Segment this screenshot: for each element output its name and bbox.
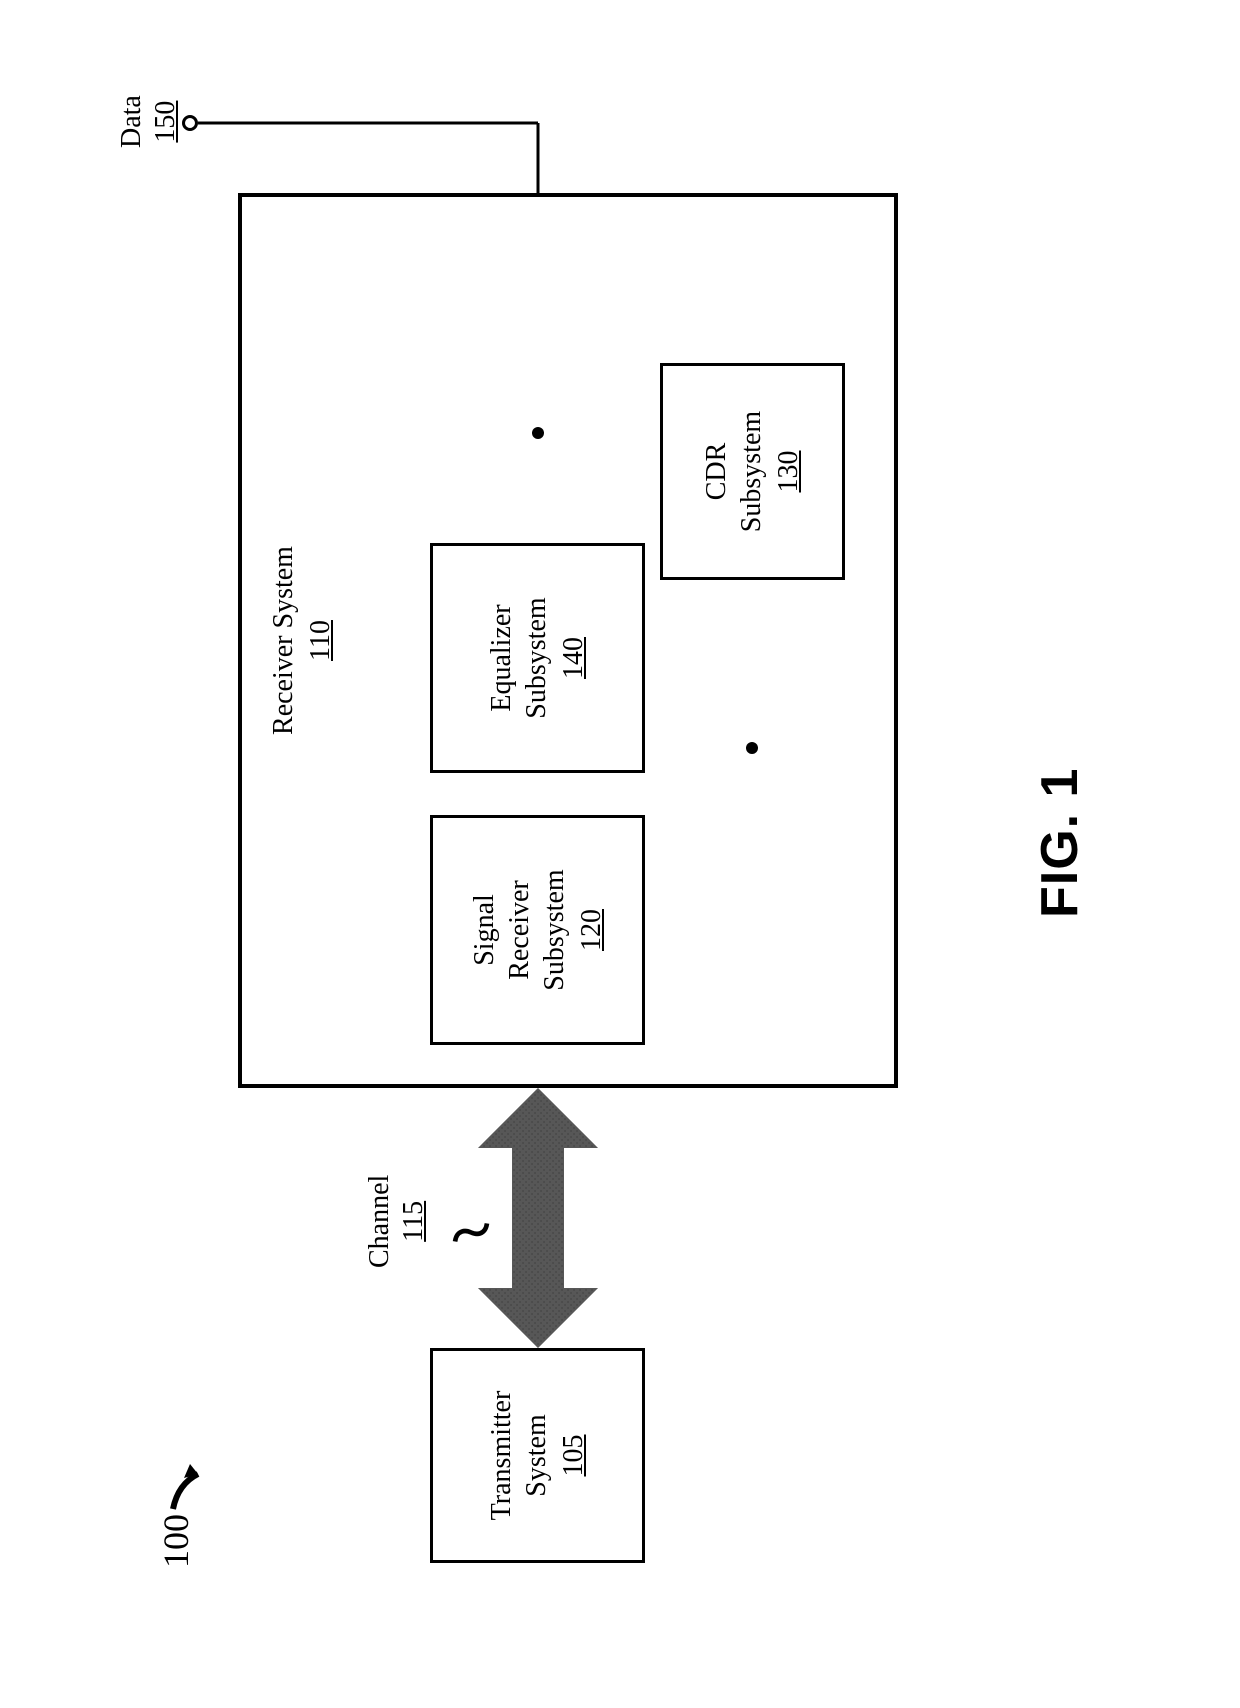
figure-title: FIG. 1 — [1030, 768, 1090, 918]
srs-label-1: Signal — [467, 894, 502, 966]
cdr-label-1: CDR — [699, 443, 734, 501]
srs-label-2: Receiver — [502, 880, 537, 980]
equalizer-subsystem-block: Equalizer Subsystem 140 — [430, 543, 645, 773]
receiver-num: 110 — [303, 620, 338, 661]
channel-double-arrow — [478, 1088, 598, 1348]
cdr-label-2: Subsystem — [734, 411, 769, 532]
signal-receiver-subsystem-block: Signal Receiver Subsystem 120 — [430, 815, 645, 1045]
equalizer-num: 140 — [556, 637, 591, 679]
junction-node-icon — [532, 427, 544, 439]
figure-ref-arrow-icon — [168, 1454, 218, 1514]
output-num: 150 — [149, 95, 183, 148]
equalizer-label-1: Equalizer — [484, 604, 519, 711]
channel-label: Channel 115 — [363, 1175, 430, 1268]
figure-ref-value: 100 — [156, 1514, 196, 1568]
cdr-subsystem-block: CDR Subsystem 130 — [660, 363, 845, 580]
output-label: Data 150 — [115, 95, 182, 148]
equalizer-label-2: Subsystem — [519, 597, 554, 718]
output-label-text: Data — [115, 95, 149, 148]
cdr-num: 130 — [771, 451, 806, 493]
diagram-rotated-wrapper: 100 Transmitter System 105 — [0, 234, 1240, 1474]
transmitter-block: Transmitter System 105 — [430, 1348, 645, 1563]
diagram-canvas: 100 Transmitter System 105 — [0, 0, 1240, 1708]
junction-node-icon — [746, 742, 758, 754]
transmitter-label-2: System — [519, 1414, 554, 1496]
channel-leader-icon: 〜 — [440, 1195, 500, 1267]
transmitter-num: 105 — [556, 1435, 591, 1477]
channel-num: 115 — [397, 1175, 431, 1268]
output-terminal-icon — [182, 115, 198, 131]
transmitter-label-1: Transmitter — [484, 1391, 519, 1521]
srs-label-3: Subsystem — [537, 869, 572, 990]
srs-num: 120 — [574, 909, 609, 951]
receiver-label: Receiver System — [266, 546, 301, 735]
figure-ref-label: 100 — [155, 1514, 198, 1568]
channel-label-text: Channel — [363, 1175, 397, 1268]
